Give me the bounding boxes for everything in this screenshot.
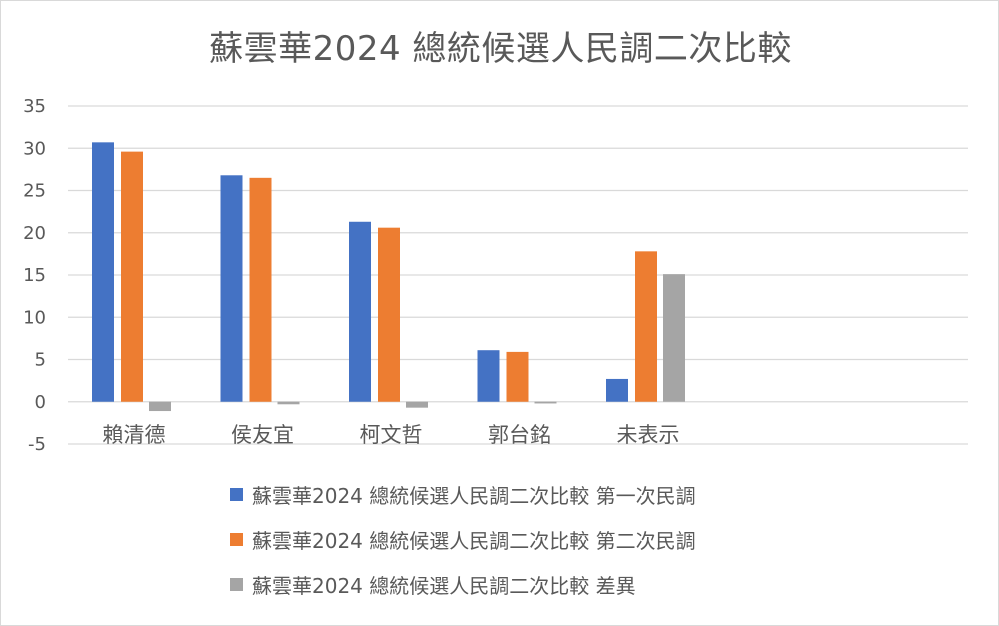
y-tick-label: 15	[23, 265, 46, 286]
legend-item: 蘇雲華2024 總統候選人民調二次比較 第一次民調	[230, 479, 696, 509]
y-tick-label: 5	[35, 350, 46, 371]
y-tick-label: 10	[23, 307, 46, 328]
legend-label: 蘇雲華2024 總統候選人民調二次比較 第一次民調	[252, 483, 696, 508]
y-tick-label: 20	[23, 223, 46, 244]
bar	[378, 227, 400, 402]
bar	[277, 401, 300, 405]
bar	[406, 401, 428, 408]
legend-item: 蘇雲華2024 總統候選人民調二次比較 第二次民調	[230, 524, 696, 554]
bar	[92, 142, 114, 402]
bar-group	[92, 142, 685, 412]
bar	[635, 251, 657, 402]
legend-swatch	[230, 577, 243, 591]
y-tick-label: 25	[23, 181, 46, 202]
legend-label: 蘇雲華2024 總統候選人民調二次比較 差異	[252, 573, 636, 598]
category-label: 柯文哲	[360, 423, 423, 447]
category-label: 賴清德	[103, 423, 166, 447]
bar	[220, 175, 243, 402]
bar	[606, 378, 628, 402]
y-tick-label: 30	[23, 138, 46, 159]
bar	[477, 350, 500, 402]
y-tick-label: 0	[35, 392, 46, 413]
y-tick-label: 35	[23, 96, 46, 117]
bar	[506, 351, 529, 402]
chart-title: 蘇雲華2024 總統候選人民調二次比較	[209, 29, 792, 69]
y-tick-labels: -5 0 5 10 15 20 25 30 35	[23, 96, 46, 455]
bar	[534, 401, 557, 404]
bar	[149, 401, 171, 412]
y-tick-label: -5	[28, 434, 46, 455]
plot-area: -5 0 5 10 15 20 25 30 35 賴清德 侯友宜 柯文哲 郭台銘 未表示	[23, 96, 968, 455]
category-label: 未表示	[617, 423, 680, 447]
legend-swatch	[230, 532, 243, 546]
legend-item: 蘇雲華2024 總統候選人民調二次比較 差異	[230, 569, 636, 599]
bar	[249, 177, 272, 402]
legend-label: 蘇雲華2024 總統候選人民調二次比較 第二次民調	[252, 528, 696, 553]
bar	[349, 221, 371, 402]
bar	[121, 151, 143, 402]
bar	[663, 274, 685, 402]
category-label: 侯友宜	[231, 423, 294, 447]
category-label: 郭台銘	[488, 423, 551, 447]
legend-swatch	[230, 487, 243, 501]
category-labels: 賴清德 侯友宜 柯文哲 郭台銘 未表示	[103, 423, 680, 447]
